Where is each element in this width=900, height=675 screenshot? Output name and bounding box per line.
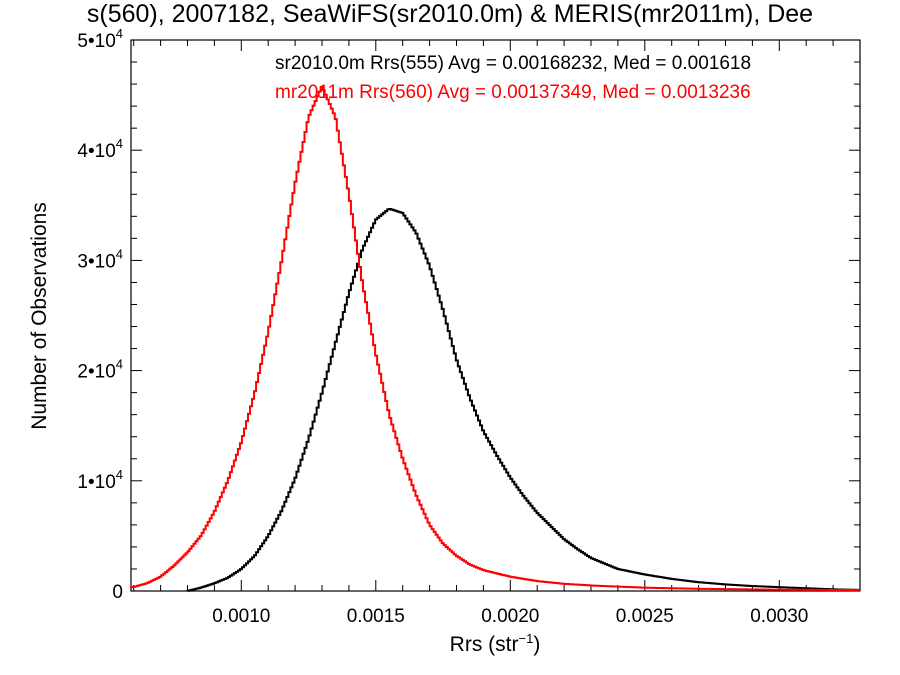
series-layer <box>130 86 861 592</box>
x-tick-label: 0.0025 <box>616 606 674 627</box>
y-tick-label: 2•104 <box>77 357 123 383</box>
y-tick-label: 1•104 <box>77 467 123 493</box>
x-tick-label: 0.0030 <box>750 606 808 627</box>
x-tick-label: 0.0010 <box>212 606 270 627</box>
annotation-black: sr2010.0m Rrs(555) Avg = 0.00168232, Med… <box>275 53 751 74</box>
y-tick-label: 3•104 <box>77 246 123 272</box>
annotation-red: mr2011m Rrs(560) Avg = 0.00137349, Med =… <box>275 82 751 103</box>
y-tick-label: 4•104 <box>77 136 123 162</box>
series-1-line <box>130 86 861 592</box>
y-tick-label: 0 <box>112 582 123 603</box>
plot-frame <box>130 39 861 592</box>
series-0-line <box>186 207 861 592</box>
chart-title: s(560), 2007182, SeaWiFS(sr2010.0m) & ME… <box>87 0 813 28</box>
x-tick-label: 0.0020 <box>481 606 539 627</box>
axis-ticks: 0.0010 0.0015 0.0020 0.0025 0.0030 0 1•104 2•10… <box>77 26 861 627</box>
y-tick-label: 5•104 <box>77 26 123 52</box>
x-axis-label: Rrs (str−1) <box>450 631 541 656</box>
x-tick-label: 0.0015 <box>347 606 405 627</box>
y-axis-label: Number of Observations <box>28 202 51 430</box>
